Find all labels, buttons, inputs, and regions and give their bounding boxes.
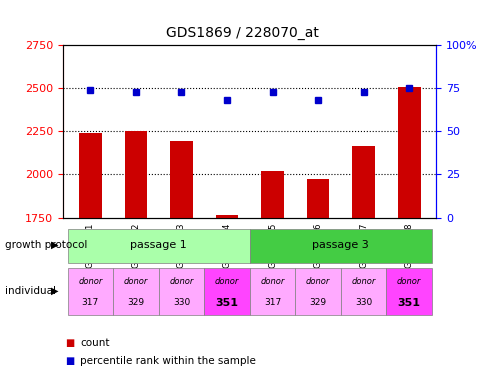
Text: donor: donor — [305, 277, 330, 286]
Text: donor: donor — [214, 277, 239, 286]
Bar — [306, 178, 329, 218]
Text: donor: donor — [396, 277, 421, 286]
Bar — [170, 141, 193, 218]
Text: 329: 329 — [127, 298, 144, 307]
Bar — [397, 87, 420, 218]
Bar — [386, 268, 431, 315]
Text: ■: ■ — [65, 338, 75, 348]
Bar — [249, 229, 431, 262]
Text: growth protocol: growth protocol — [5, 240, 87, 249]
Bar — [67, 268, 113, 315]
Text: passage 3: passage 3 — [312, 240, 368, 250]
Text: individual: individual — [5, 286, 56, 296]
Bar — [158, 268, 204, 315]
Text: passage 1: passage 1 — [130, 240, 187, 250]
Bar — [204, 268, 249, 315]
Text: 317: 317 — [82, 298, 99, 307]
Bar — [79, 133, 102, 218]
Bar — [215, 215, 238, 217]
Bar — [67, 229, 249, 262]
Text: ▶: ▶ — [51, 240, 58, 249]
Text: 351: 351 — [215, 298, 238, 308]
Text: ▶: ▶ — [51, 286, 58, 296]
Bar — [260, 171, 283, 217]
Text: count: count — [80, 338, 109, 348]
Text: donor: donor — [260, 277, 284, 286]
Text: 330: 330 — [354, 298, 372, 307]
Text: 317: 317 — [263, 298, 281, 307]
Bar — [340, 268, 386, 315]
Text: donor: donor — [78, 277, 102, 286]
Text: percentile rank within the sample: percentile rank within the sample — [80, 356, 256, 366]
Bar — [249, 268, 295, 315]
Text: GDS1869 / 228070_at: GDS1869 / 228070_at — [166, 26, 318, 40]
Text: donor: donor — [169, 277, 193, 286]
Bar — [124, 131, 147, 218]
Text: 351: 351 — [397, 298, 420, 308]
Bar — [351, 146, 374, 218]
Bar — [295, 268, 340, 315]
Text: donor: donor — [123, 277, 148, 286]
Text: 329: 329 — [309, 298, 326, 307]
Text: 330: 330 — [172, 298, 190, 307]
Bar — [113, 268, 158, 315]
Text: ■: ■ — [65, 356, 75, 366]
Text: donor: donor — [351, 277, 375, 286]
